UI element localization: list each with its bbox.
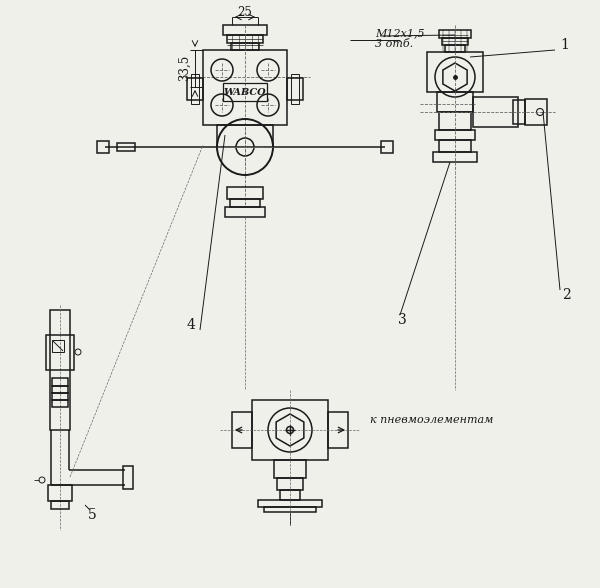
Bar [437,92,473,112]
Bar [50,310,70,430]
Bar [439,112,471,130]
Bar [264,507,316,512]
Bar [46,335,74,370]
Bar [52,340,64,352]
Text: 4: 4 [186,318,195,332]
Bar [51,501,69,509]
Bar [433,152,477,162]
Bar [381,141,393,153]
Bar [203,50,287,125]
Text: 2: 2 [562,288,571,302]
Bar [277,478,303,490]
Bar [187,78,203,100]
Text: 5: 5 [88,508,97,522]
Bar [274,460,306,478]
Text: к пневмоэлементам: к пневмоэлементам [370,415,493,425]
Bar [439,30,471,38]
Bar [48,485,72,501]
Bar [435,130,475,140]
Bar [252,400,328,460]
Bar [287,78,303,100]
Bar [223,83,267,101]
Bar [231,43,259,50]
Bar [52,378,68,386]
Bar [439,140,471,152]
Bar [328,412,348,448]
Bar [117,143,135,151]
Bar [227,187,263,199]
Bar [52,386,68,393]
Bar [525,99,547,125]
Bar [97,141,109,153]
Bar [225,207,265,217]
Text: 25: 25 [238,5,253,18]
Bar [232,412,252,448]
Bar [223,25,267,35]
Bar [217,125,273,147]
Text: 3: 3 [398,313,407,327]
Bar [123,466,133,489]
Text: 33,5: 33,5 [178,55,191,81]
Bar [191,74,199,104]
Bar [52,393,68,400]
Text: 3 отб.: 3 отб. [375,39,413,49]
Bar [427,52,483,92]
Text: M12x1,5: M12x1,5 [375,28,425,38]
Bar [291,74,299,104]
Bar [513,100,525,124]
Bar [230,199,260,207]
Bar [258,500,322,507]
Bar [473,97,518,127]
Text: 1: 1 [560,38,569,52]
Bar [280,490,300,500]
Bar [52,400,68,407]
Bar [227,35,263,43]
Text: WABCO: WABCO [224,88,266,96]
Bar [445,45,465,52]
Bar [442,38,468,45]
